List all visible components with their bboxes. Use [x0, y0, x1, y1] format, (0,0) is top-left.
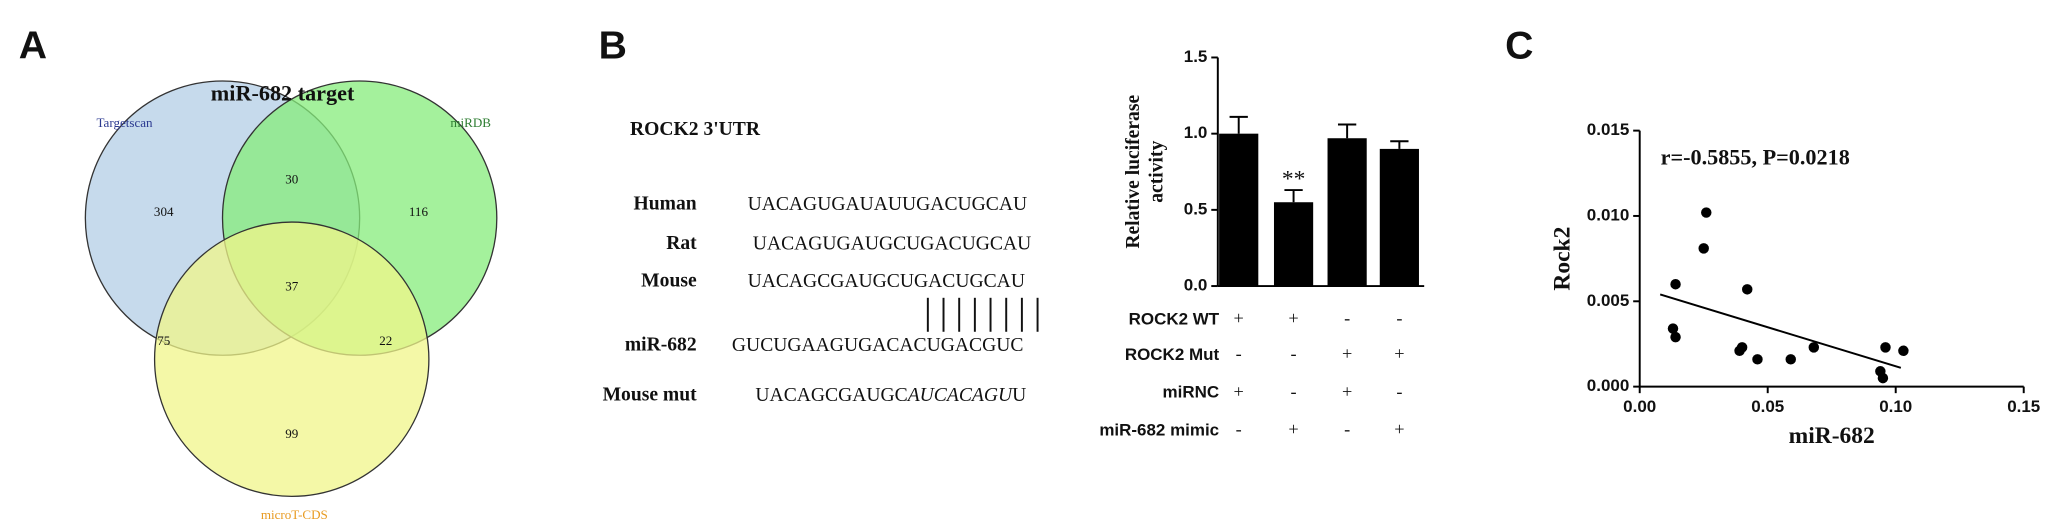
point — [1877, 372, 1889, 384]
sequence-label: Rat — [666, 233, 697, 254]
venn-title: miR-682 target — [211, 80, 355, 105]
x-tick-label: 0.15 — [2007, 397, 2040, 416]
bar — [1219, 133, 1259, 287]
sequence-part: GUCUGAAGUGACACUGACGUC — [732, 335, 1024, 356]
condition-sign: + — [1234, 308, 1244, 328]
y-tick-label: 0.015 — [1587, 120, 1629, 139]
region-count: 22 — [379, 333, 392, 348]
condition-label: miR-682 mimic — [1099, 421, 1219, 440]
point — [1808, 342, 1820, 353]
region-count: 75 — [157, 333, 171, 348]
point — [1898, 345, 1909, 357]
bar — [1327, 138, 1367, 287]
y-axis-title-line: activity — [1146, 141, 1167, 203]
region-count: 30 — [285, 171, 299, 186]
y-axis-title: Relative luciferase activity — [1123, 95, 1168, 249]
alignment-title: ROCK2 3'UTR — [630, 119, 761, 140]
x-axis-title: miR-682 — [1789, 423, 1875, 449]
region-count: 304 — [154, 204, 174, 219]
set-label: Targetscan — [97, 115, 154, 130]
x-tick-label: 0.10 — [1879, 397, 1912, 416]
bar — [1379, 148, 1419, 287]
y-axis-title-line: Relative luciferase — [1123, 95, 1144, 249]
point — [1742, 284, 1753, 295]
sequence-part: UACAGCGAUGC — [755, 384, 907, 405]
y-tick-label: 0.0 — [1184, 276, 1208, 295]
sequence-label: Mouse mut — [603, 384, 698, 405]
condition-sign: + — [1342, 343, 1352, 363]
condition-sign: + — [1342, 381, 1352, 401]
region-count: 37 — [285, 278, 299, 293]
y-tick-label: 1.0 — [1184, 123, 1208, 142]
condition-label: ROCK2 WT — [1129, 309, 1220, 328]
sequence-label: Mouse — [641, 271, 697, 292]
condition-sign: + — [1288, 419, 1298, 439]
significance: ** — [1282, 166, 1306, 192]
point — [1701, 207, 1712, 218]
point — [1670, 331, 1681, 343]
point — [1670, 278, 1681, 290]
set-label: microT-CDS — [261, 507, 328, 522]
bar — [1273, 202, 1314, 287]
x-tick-label: 0.05 — [1751, 397, 1784, 416]
condition-sign: - — [1344, 308, 1350, 328]
y-tick-label: 0.5 — [1184, 199, 1208, 218]
condition-sign: - — [1344, 419, 1350, 439]
condition-sign: - — [1291, 343, 1297, 363]
condition-sign: - — [1291, 381, 1297, 401]
fit-line — [1659, 293, 1902, 369]
sequence-part: AUCACAGU — [906, 384, 1014, 405]
panel-label: A — [19, 25, 47, 68]
sequence-label: miR-682 — [625, 335, 697, 356]
sequence-part: UACAGUGAUAUUGACUGCAU — [748, 194, 1028, 215]
panel-label: B — [599, 25, 627, 68]
condition-sign: - — [1396, 381, 1402, 401]
sequence: UACAGUGAUGCUGACUGCAU — [753, 233, 1031, 254]
condition-label: miRNC — [1163, 383, 1220, 402]
region-count: 116 — [409, 204, 429, 219]
condition-sign: + — [1234, 381, 1244, 401]
sequence: UACAGCGAUGCAUCACAGUU — [755, 384, 1026, 405]
sequence: GUCUGAAGUGACACUGACGUC — [732, 335, 1024, 356]
panel-label: C — [1505, 25, 1533, 68]
y-tick-label: 0.005 — [1587, 291, 1629, 310]
x-tick-label: 0.00 — [1623, 397, 1656, 416]
condition-sign: - — [1396, 308, 1402, 328]
sequence-part: UACAGUGAUGCUGACUGCAU — [753, 233, 1031, 254]
sequence: UACAGCGAUGCUGACUGCAU — [748, 271, 1025, 292]
y-tick-label: 1.5 — [1184, 47, 1208, 66]
point — [1667, 323, 1679, 334]
point — [1698, 243, 1709, 254]
condition-sign: + — [1394, 419, 1404, 439]
condition-label: ROCK2 Mut — [1125, 345, 1220, 364]
sequence-part: UACAGCGAUGCUGACUGCAU — [748, 271, 1025, 292]
point — [1752, 354, 1763, 365]
set-label: miRDB — [450, 115, 491, 130]
point — [1880, 342, 1891, 353]
pairing-lines — [926, 297, 1039, 332]
condition-sign: - — [1236, 419, 1242, 439]
sequence-label: Human — [634, 194, 697, 215]
point — [1736, 342, 1748, 353]
y-tick-label: 0.010 — [1587, 205, 1629, 224]
stat-annotation: r=-0.5855, P=0.0218 — [1661, 144, 1850, 169]
region-count: 99 — [285, 426, 298, 441]
set-circle — [153, 221, 430, 497]
condition-sign: - — [1236, 343, 1242, 363]
y-axis-title: Rock2 — [1549, 227, 1575, 291]
condition-sign: + — [1394, 343, 1404, 363]
sequence: UACAGUGAUAUUGACUGCAU — [748, 194, 1028, 215]
y-tick-label: 0.000 — [1587, 376, 1629, 395]
sequence-part: U — [1012, 384, 1026, 405]
point — [1785, 354, 1796, 365]
condition-sign: + — [1288, 308, 1298, 328]
